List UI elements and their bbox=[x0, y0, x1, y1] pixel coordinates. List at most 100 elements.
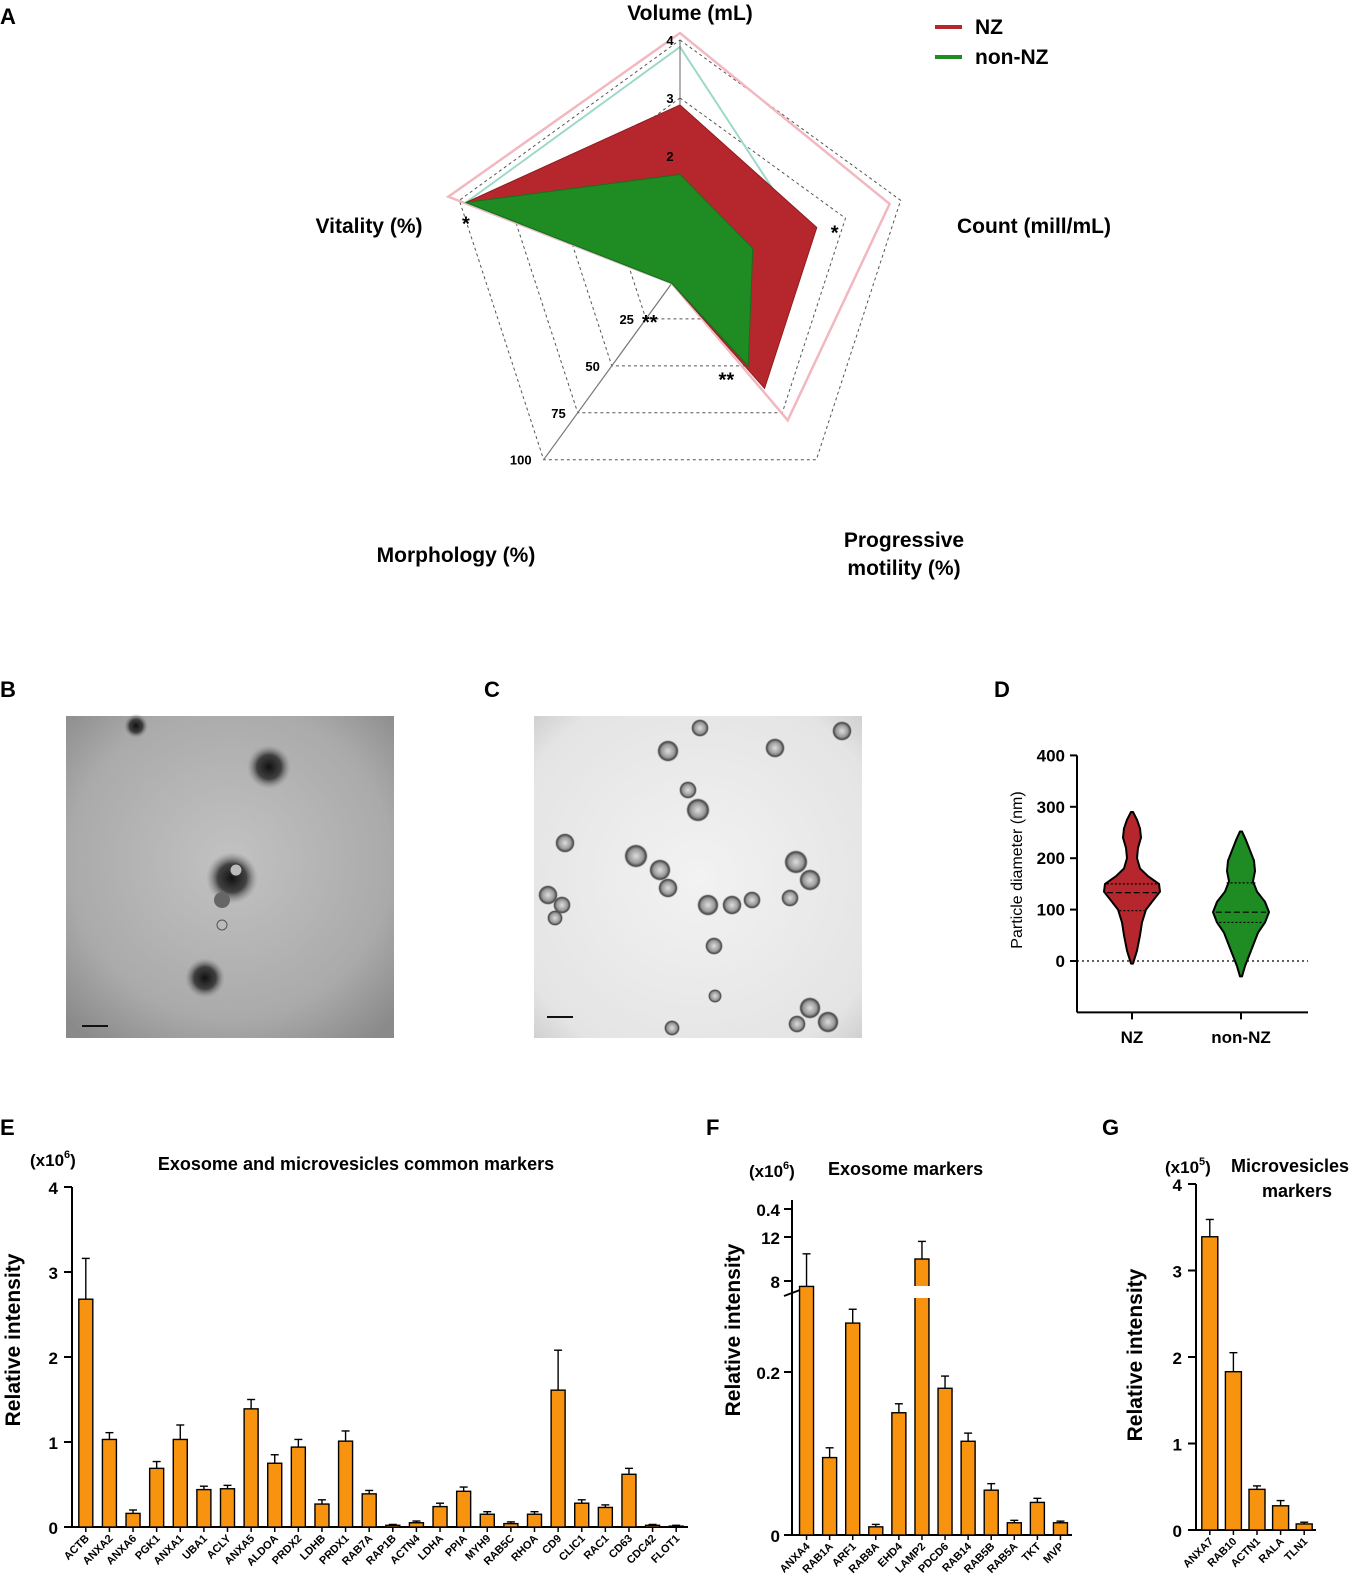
chart-e-bar bbox=[574, 1502, 590, 1528]
chart-e-ytick-label: 3 bbox=[49, 1264, 58, 1283]
violin-shape-nz bbox=[1103, 810, 1161, 965]
chart-g-ytick-label: 3 bbox=[1173, 1263, 1182, 1282]
radar-spoke-morphology bbox=[543, 271, 681, 461]
radar-axis-label-morphology: Morphology (%) bbox=[377, 544, 536, 567]
chart-f-scale-close: ) bbox=[789, 1162, 795, 1181]
chart-e-bar bbox=[172, 1438, 188, 1528]
radar-axis-label-count: Count (mill/mL) bbox=[957, 215, 1111, 238]
chart-e-bar bbox=[78, 1298, 94, 1528]
radar-volume-tick: 2 bbox=[666, 149, 673, 164]
chart-e-bar bbox=[196, 1488, 212, 1528]
chart-g-scale: (x105) bbox=[1165, 1156, 1211, 1177]
chart-g-bar bbox=[1271, 1505, 1290, 1531]
radar-significance-mark: ** bbox=[719, 369, 735, 391]
chart-e-bar bbox=[267, 1462, 283, 1528]
violin-ytick-label: 300 bbox=[1037, 798, 1065, 817]
chart-e-title: Exosome and microvesicles common markers bbox=[158, 1154, 554, 1174]
legend-non-nz-label: non-NZ bbox=[975, 46, 1049, 69]
chart-f-bar-break-gap bbox=[912, 1286, 931, 1298]
chart-e-bar bbox=[455, 1490, 472, 1528]
chart-f-title: Exosome markers bbox=[828, 1159, 983, 1179]
violin-chart: 0 100 200 300 400 bbox=[1037, 746, 1308, 1020]
chart-g-title-2: markers bbox=[1262, 1181, 1332, 1201]
chart-g-bar bbox=[1248, 1488, 1266, 1531]
chart-g-scale-close: ) bbox=[1205, 1158, 1211, 1177]
chart-f-ytick-label: 0.2 bbox=[756, 1364, 780, 1383]
radar-morphology-tick: 100 bbox=[510, 453, 532, 468]
radar-series-non-nz bbox=[465, 174, 754, 368]
chart-e-bar bbox=[621, 1473, 637, 1528]
chart-g-bar bbox=[1201, 1236, 1219, 1531]
chart-e-bar bbox=[219, 1488, 236, 1528]
chart-f-bar bbox=[937, 1387, 953, 1536]
chart-f-ytick-label: 0.4 bbox=[756, 1201, 780, 1220]
violin-shape-non-nz bbox=[1212, 830, 1270, 978]
chart-f-ytick-label: 8 bbox=[771, 1273, 780, 1292]
chart-e-bar bbox=[526, 1513, 543, 1528]
chart-g-title-1: Microvesicles bbox=[1231, 1156, 1349, 1176]
chart-f-xtick-label: MVP bbox=[1041, 1541, 1066, 1566]
chart-g-bar bbox=[1295, 1523, 1313, 1531]
radar-volume-tick: 4 bbox=[666, 33, 674, 48]
chart-e-bar bbox=[385, 1524, 401, 1528]
chart-e-bar bbox=[101, 1438, 118, 1528]
chart-f-bar bbox=[1029, 1501, 1046, 1536]
violin-ytick-label: 400 bbox=[1037, 746, 1065, 765]
chart-g-scale-base: (x10 bbox=[1165, 1158, 1199, 1177]
chart-f-scale-exp: 6 bbox=[783, 1160, 789, 1172]
chart-e-scale-exp: 6 bbox=[64, 1149, 70, 1161]
bar-chart-common-markers: 01234ACTBANXA2ANXA6PGK1ANXA1UBA1ACLYANXA… bbox=[49, 1179, 688, 1569]
chart-g-xtick-label: RALA bbox=[1257, 1536, 1287, 1566]
chart-f-bar bbox=[798, 1285, 815, 1536]
panel-label-e: E bbox=[0, 1115, 15, 1140]
chart-e-bar bbox=[314, 1503, 330, 1528]
violin-ytick-label: 0 bbox=[1056, 952, 1065, 971]
chart-f-bar bbox=[960, 1440, 976, 1536]
panel-label-a: A bbox=[0, 4, 16, 29]
chart-g-ytick-label: 1 bbox=[1173, 1436, 1182, 1455]
violin-xtick-nz: NZ bbox=[1121, 1028, 1144, 1047]
chart-g-ytick-label: 4 bbox=[1173, 1176, 1183, 1195]
chart-f-bar bbox=[891, 1412, 907, 1536]
chart-g-xtick-label: TLN1 bbox=[1282, 1536, 1310, 1564]
chart-f-bar bbox=[868, 1526, 884, 1536]
chart-f-bar bbox=[821, 1456, 838, 1536]
chart-e-xtick-label: CLIC1 bbox=[557, 1533, 588, 1564]
chart-f-axis-break bbox=[783, 1289, 801, 1297]
radar-range-outline-nz bbox=[445, 31, 892, 423]
violin-ylabel: Particle diameter (nm) bbox=[1009, 791, 1026, 948]
radar-significance-mark: ** bbox=[642, 312, 658, 334]
chart-e-xtick-label: RHOA bbox=[509, 1533, 540, 1564]
chart-e-bar bbox=[337, 1440, 354, 1528]
chart-e-ytick-label: 1 bbox=[49, 1434, 58, 1453]
panel-label-b: B bbox=[0, 677, 16, 702]
chart-e-bar bbox=[432, 1505, 448, 1528]
chart-e-bar bbox=[243, 1408, 259, 1528]
chart-e-scale-base: (x10 bbox=[30, 1151, 64, 1170]
radar-morphology-tick: 25 bbox=[619, 312, 633, 327]
chart-e-scale: (x106) bbox=[30, 1149, 76, 1170]
chart-f-scale: (x106) bbox=[749, 1160, 795, 1181]
chart-e-bar bbox=[644, 1524, 661, 1528]
tem-image-nz bbox=[66, 714, 394, 1038]
chart-f-bar bbox=[845, 1322, 861, 1536]
chart-e-scale-close: ) bbox=[70, 1151, 76, 1170]
chart-f-bar bbox=[914, 1258, 930, 1536]
chart-e-ytick-label: 2 bbox=[49, 1349, 58, 1368]
chart-e-ytick-label: 0 bbox=[49, 1519, 58, 1538]
chart-g-ylabel: Relative intensity bbox=[1124, 1268, 1147, 1441]
chart-e-xtick-label: LDHA bbox=[416, 1533, 446, 1563]
chart-e-ylabel: Relative intensity bbox=[2, 1253, 25, 1426]
radar-grid-ring-3 bbox=[458, 39, 902, 461]
panel-label-g: G bbox=[1102, 1115, 1119, 1140]
panel-label-c: C bbox=[484, 677, 500, 702]
chart-e-bar bbox=[550, 1389, 566, 1528]
radar-axis-label-vitality: Vitality (%) bbox=[316, 215, 423, 238]
chart-e-bar bbox=[361, 1493, 377, 1528]
radar-axis-label-progressive-2: motility (%) bbox=[847, 557, 960, 580]
chart-g-ytick-label: 2 bbox=[1173, 1349, 1182, 1368]
radar-axis-label-progressive-1: Progressive bbox=[844, 529, 964, 552]
radar-significance-mark: * bbox=[831, 223, 839, 245]
